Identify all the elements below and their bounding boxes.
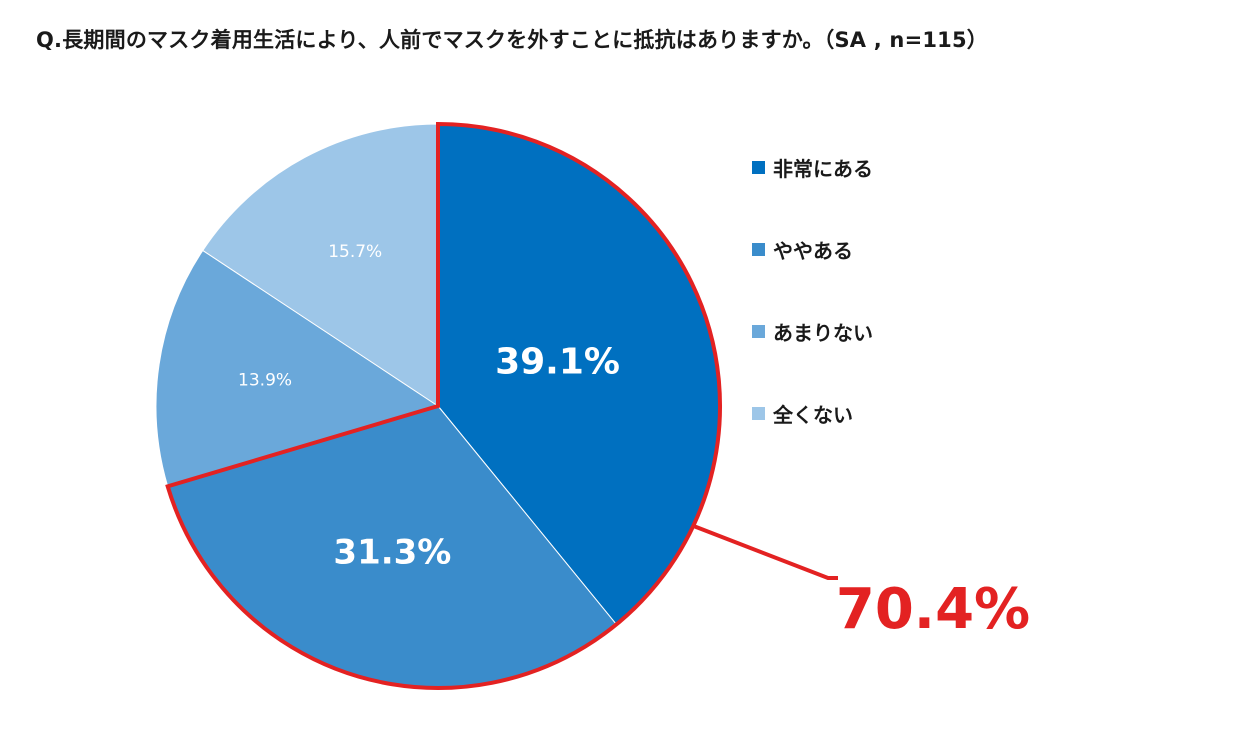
pie-slice bbox=[155, 249, 440, 487]
legend-label: あまりない bbox=[773, 320, 873, 345]
pie-slices bbox=[155, 123, 721, 689]
legend-swatch bbox=[752, 160, 765, 174]
highlight-outline bbox=[165, 121, 722, 690]
highlight-group: 70.4% bbox=[165, 121, 1030, 690]
legend-item: 全くない bbox=[752, 398, 873, 428]
legend-item: 非常にある bbox=[752, 152, 873, 182]
chart-title: Q.長期間のマスク着用生活により、人前でマスクを外すことに抵抗はありますか。（S… bbox=[36, 28, 989, 52]
legend: 非常にある ややある あまりない 全くない bbox=[752, 152, 873, 480]
pie-slice bbox=[202, 123, 439, 407]
legend-item: あまりない bbox=[752, 316, 873, 346]
slice-value-label: 31.3% bbox=[333, 533, 451, 573]
slice-value-label: 15.7% bbox=[328, 242, 382, 262]
highlight-total-label: 70.4% bbox=[836, 577, 1030, 642]
legend-item: ややある bbox=[752, 234, 873, 264]
highlight-leader-line bbox=[692, 524, 838, 580]
legend-swatch bbox=[752, 324, 765, 338]
slice-labels: 39.1% 31.3% 13.9% 15.7% bbox=[238, 242, 620, 573]
legend-label: 全くない bbox=[773, 402, 853, 427]
legend-label: 非常にある bbox=[773, 156, 873, 181]
slice-value-label: 39.1% bbox=[495, 341, 620, 382]
legend-swatch bbox=[752, 242, 765, 256]
legend-label: ややある bbox=[773, 238, 853, 263]
legend-swatch bbox=[752, 406, 765, 420]
slice-value-label: 13.9% bbox=[238, 370, 292, 390]
